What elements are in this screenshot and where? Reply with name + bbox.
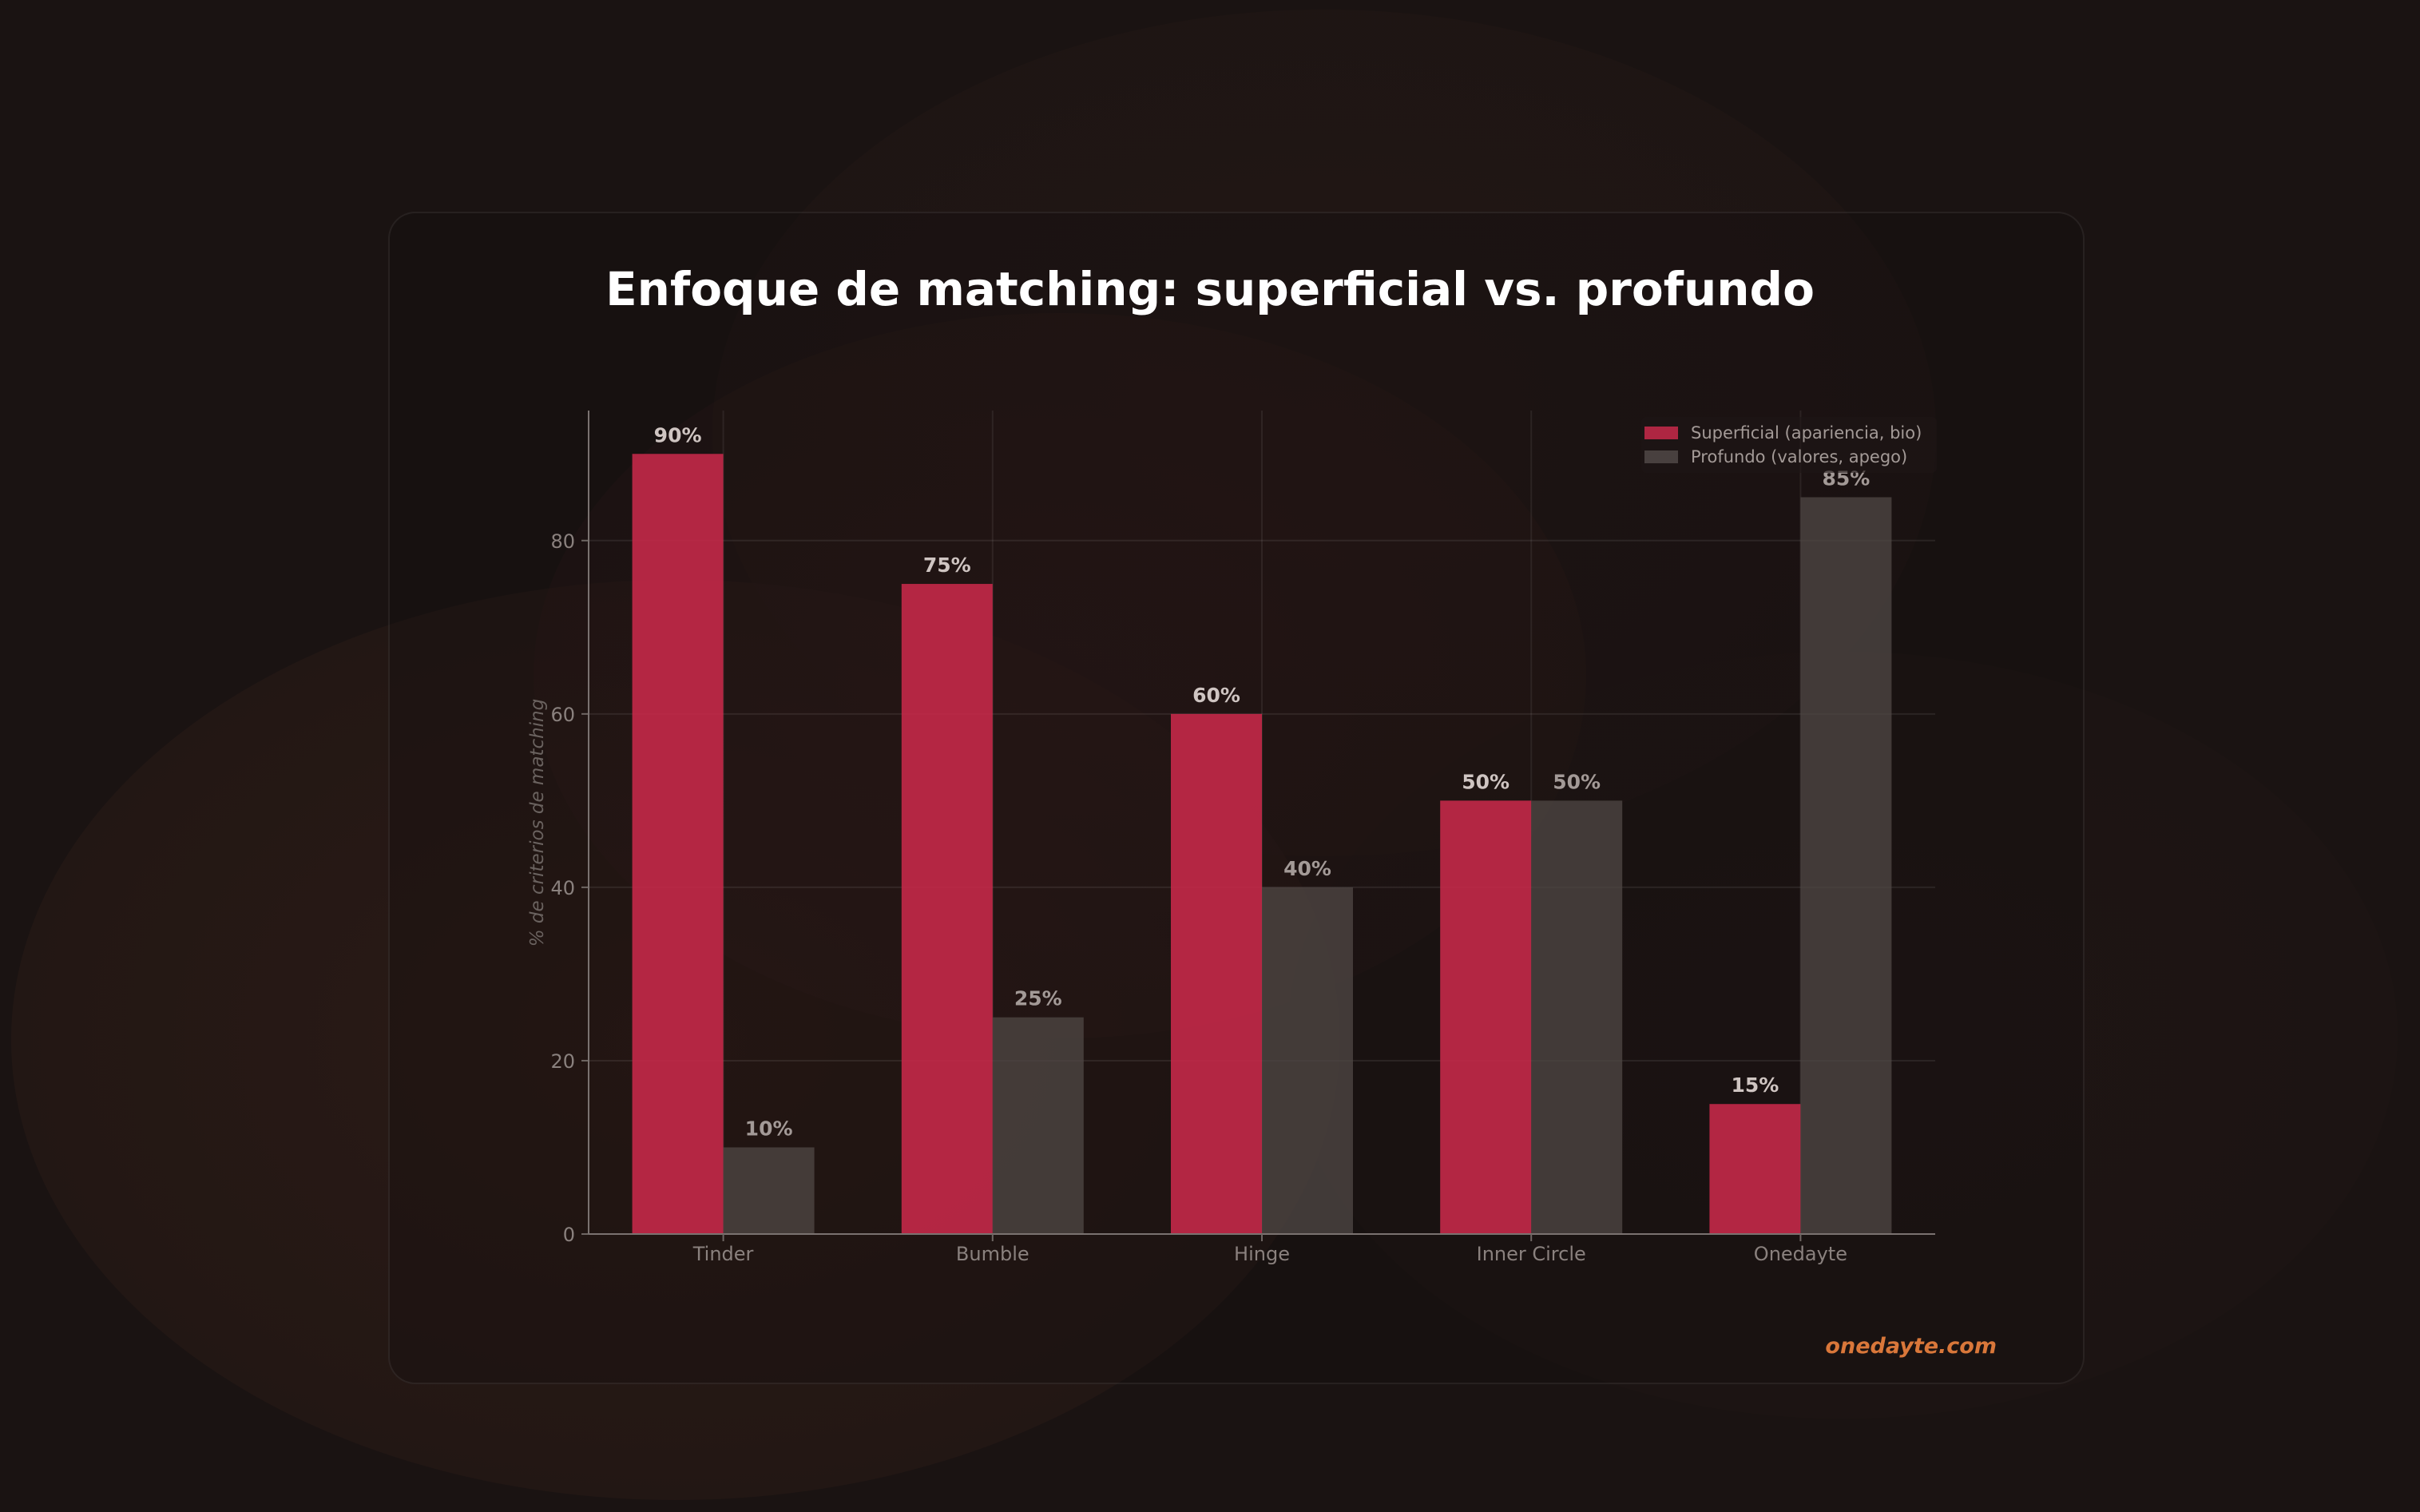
legend-label: Profundo (valores, apego)	[1691, 447, 1907, 466]
y-axis-label: % de criterios de matching	[527, 699, 548, 946]
bar-value-label: 60%	[1192, 684, 1240, 707]
bar-value-label: 40%	[1283, 857, 1331, 880]
y-tick-label: 40	[550, 877, 575, 899]
legend-box	[1641, 417, 1937, 473]
bar-profundo	[723, 1147, 815, 1234]
y-tick-label: 60	[550, 704, 575, 726]
bar-value-label: 15%	[1731, 1073, 1779, 1097]
bar-superficial	[901, 584, 993, 1234]
x-tick-label: Tinder	[692, 1243, 754, 1265]
bar-value-label: 50%	[1553, 770, 1601, 793]
bar-value-label: 90%	[654, 423, 702, 446]
bar-profundo	[1531, 800, 1623, 1234]
bar-superficial	[1440, 800, 1532, 1234]
bar-value-label: 10%	[745, 1117, 793, 1140]
legend-label: Superficial (apariencia, bio)	[1691, 423, 1922, 442]
brand-link[interactable]: onedayte.com	[1825, 1334, 1997, 1359]
bar-profundo	[1262, 887, 1353, 1234]
x-tick-label: Onedayte	[1754, 1243, 1847, 1265]
y-tick-label: 20	[550, 1050, 575, 1073]
bar-superficial	[1709, 1104, 1801, 1234]
bar-value-label: 50%	[1462, 770, 1510, 793]
x-tick-label: Bumble	[956, 1243, 1029, 1265]
x-tick-label: Hinge	[1234, 1243, 1290, 1265]
bar-superficial	[1171, 713, 1262, 1234]
legend-swatch	[1644, 450, 1678, 463]
x-tick-label: Inner Circle	[1477, 1243, 1586, 1265]
bar-value-label: 75%	[923, 554, 971, 577]
legend-swatch	[1644, 427, 1678, 439]
bar-profundo	[992, 1017, 1084, 1234]
y-tick-label: 0	[563, 1224, 575, 1246]
y-tick-label: 80	[550, 530, 575, 553]
bar-profundo	[1800, 497, 1892, 1234]
bar-value-label: 25%	[1014, 987, 1062, 1010]
chart-title: Enfoque de matching: superficial vs. pro…	[605, 262, 1815, 316]
bar-superficial	[632, 454, 724, 1234]
